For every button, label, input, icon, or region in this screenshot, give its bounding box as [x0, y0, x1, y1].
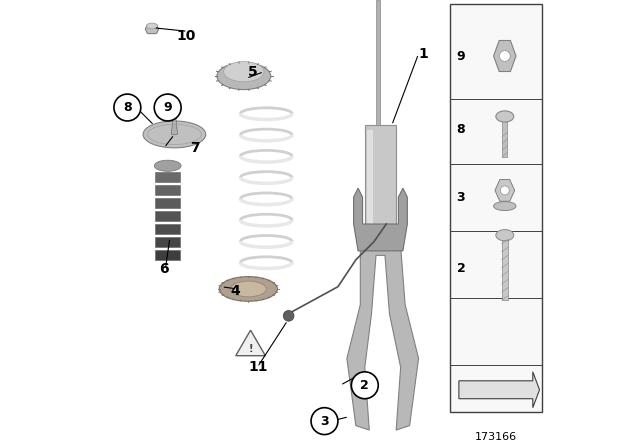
Ellipse shape [224, 62, 264, 82]
Polygon shape [155, 185, 180, 195]
Text: 9: 9 [163, 101, 172, 114]
Text: 9: 9 [457, 49, 465, 63]
Polygon shape [459, 372, 540, 408]
Polygon shape [155, 198, 180, 208]
Polygon shape [172, 116, 177, 134]
Polygon shape [502, 116, 508, 157]
Polygon shape [450, 4, 541, 412]
Ellipse shape [217, 63, 271, 90]
Text: 173166: 173166 [475, 432, 517, 442]
Polygon shape [155, 250, 180, 260]
Ellipse shape [496, 111, 514, 122]
Polygon shape [155, 172, 180, 182]
Circle shape [351, 372, 378, 399]
Polygon shape [155, 211, 180, 221]
Polygon shape [236, 330, 266, 356]
Text: 11: 11 [248, 360, 268, 375]
Text: 8: 8 [457, 123, 465, 137]
Text: 10: 10 [177, 29, 196, 43]
Circle shape [311, 408, 338, 435]
Ellipse shape [220, 277, 278, 302]
Circle shape [284, 310, 294, 321]
Polygon shape [493, 40, 516, 72]
Text: 8: 8 [123, 101, 132, 114]
Text: 1: 1 [419, 47, 428, 61]
Ellipse shape [154, 160, 181, 172]
Polygon shape [502, 237, 508, 300]
Text: 5: 5 [248, 65, 258, 79]
Ellipse shape [147, 23, 157, 29]
Text: 2: 2 [360, 379, 369, 392]
Text: 3: 3 [457, 190, 465, 204]
Circle shape [154, 94, 181, 121]
Ellipse shape [496, 229, 514, 241]
Circle shape [114, 94, 141, 121]
Polygon shape [495, 180, 515, 201]
Polygon shape [347, 246, 419, 430]
Polygon shape [155, 224, 180, 234]
Text: 2: 2 [457, 262, 465, 276]
Polygon shape [155, 237, 180, 247]
Polygon shape [376, 0, 380, 125]
Polygon shape [145, 25, 159, 34]
Circle shape [499, 51, 510, 61]
Polygon shape [367, 130, 373, 242]
Text: !: ! [248, 344, 253, 354]
Text: 4: 4 [230, 284, 240, 298]
Ellipse shape [230, 281, 266, 297]
Text: 7: 7 [190, 141, 200, 155]
Text: 6: 6 [159, 262, 168, 276]
Polygon shape [353, 188, 407, 251]
Polygon shape [365, 125, 396, 246]
Ellipse shape [493, 202, 516, 211]
Text: 3: 3 [320, 414, 329, 428]
Circle shape [500, 186, 509, 195]
Ellipse shape [143, 121, 206, 148]
